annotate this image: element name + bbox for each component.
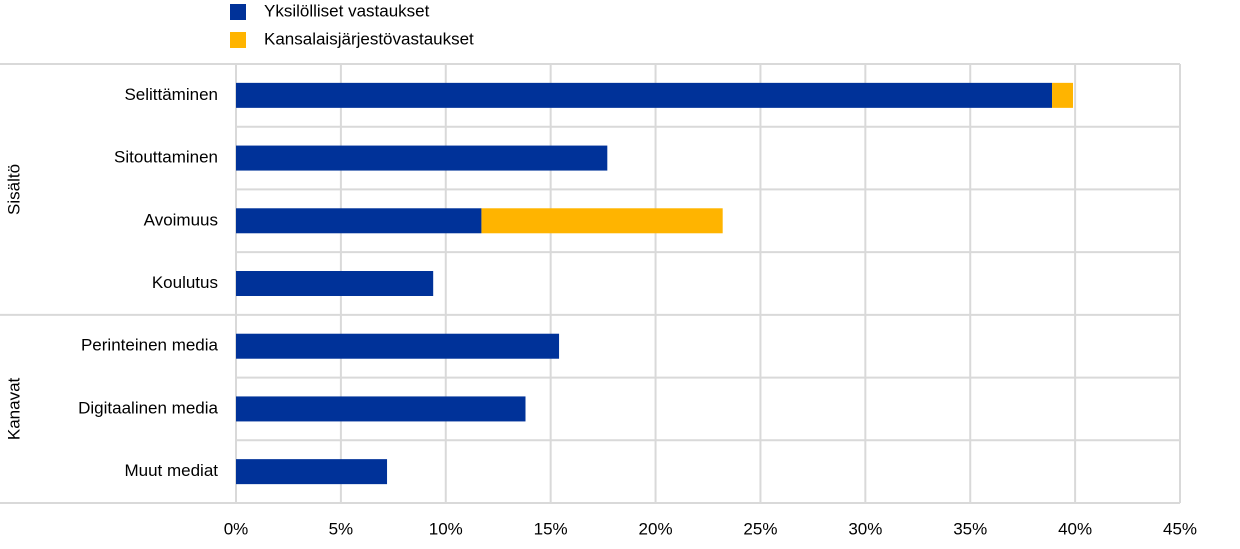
bar xyxy=(236,271,434,296)
bar xyxy=(481,208,723,234)
x-tick-label: 15% xyxy=(534,519,568,538)
bar xyxy=(236,82,1053,108)
x-tick-label: 10% xyxy=(429,519,463,538)
legend-label: Yksilölliset vastaukset xyxy=(264,1,430,20)
category-label: Selittäminen xyxy=(124,85,218,104)
x-tick-label: 25% xyxy=(743,519,777,538)
x-tick-label: 5% xyxy=(329,519,354,538)
x-tick-label: 0% xyxy=(224,519,249,538)
category-label: Koulutus xyxy=(152,273,218,292)
x-tick-label: 40% xyxy=(1058,519,1092,538)
bar xyxy=(236,333,560,359)
bar xyxy=(236,145,608,171)
legend-label: Kansalaisjärjestövastaukset xyxy=(264,29,474,48)
category-label: Sitouttaminen xyxy=(114,148,218,167)
category-label: Perinteinen media xyxy=(81,336,219,355)
x-tick-label: 30% xyxy=(848,519,882,538)
bar xyxy=(236,396,526,422)
x-tick-label: 35% xyxy=(953,519,987,538)
x-tick-label: 20% xyxy=(639,519,673,538)
group-label: Sisältö xyxy=(4,164,23,215)
category-label: Digitaalinen media xyxy=(78,398,218,417)
legend-swatch xyxy=(230,32,246,48)
bar xyxy=(236,208,482,234)
category-label: Muut mediat xyxy=(124,461,218,480)
bar xyxy=(236,459,388,485)
group-label: Kanavat xyxy=(4,377,23,440)
category-label: Avoimuus xyxy=(144,210,218,229)
bar xyxy=(1052,82,1074,108)
legend-swatch xyxy=(230,4,246,20)
x-tick-label: 45% xyxy=(1163,519,1197,538)
